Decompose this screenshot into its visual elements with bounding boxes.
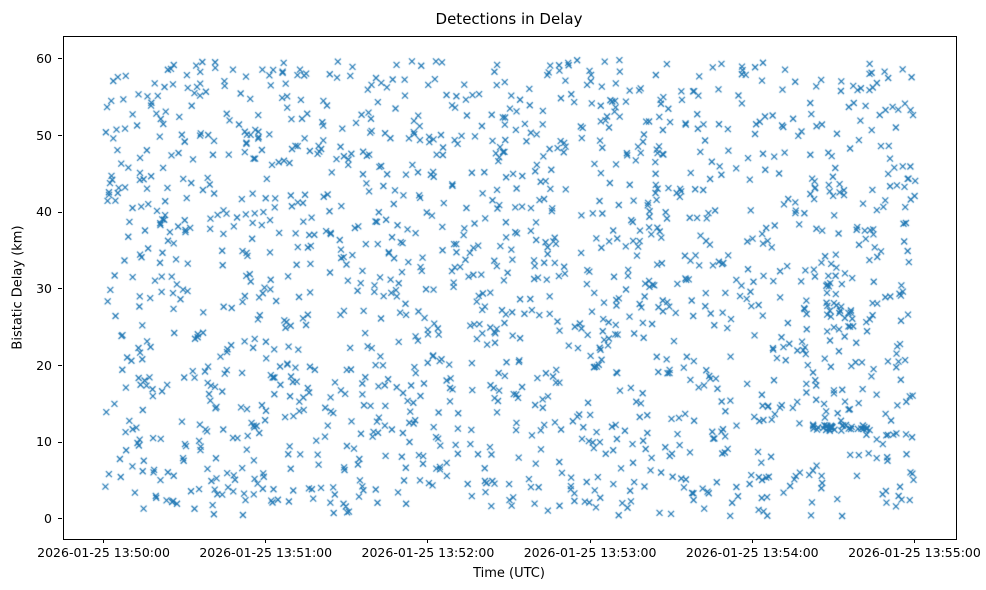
y-tick-mark <box>58 365 62 367</box>
x-tick-label: 2026-01-25 13:55:00 <box>848 545 981 560</box>
x-tick-label: 2026-01-25 13:52:00 <box>361 545 495 560</box>
x-tick-label: 2026-01-25 13:53:00 <box>523 545 657 560</box>
y-tick-mark <box>58 441 62 443</box>
y-tick-label: 30 <box>36 280 52 296</box>
y-tick-label: 0 <box>44 510 52 526</box>
x-tick-mark <box>427 539 429 543</box>
y-tick-label: 40 <box>36 204 52 220</box>
x-tick-label: 2026-01-25 13:51:00 <box>199 545 333 560</box>
chart-title: Detections in Delay <box>435 10 583 28</box>
x-tick-mark <box>751 539 753 543</box>
y-tick-mark <box>58 518 62 520</box>
y-tick-mark <box>58 135 62 137</box>
y-tick-mark <box>58 288 62 290</box>
scatter-canvas <box>64 37 956 539</box>
x-tick-mark <box>589 539 591 543</box>
y-tick-mark <box>58 58 62 60</box>
plot-area <box>63 36 957 540</box>
x-tick-label: 2026-01-25 13:50:00 <box>37 545 170 560</box>
y-tick-mark <box>58 211 62 213</box>
x-tick-mark <box>103 539 105 543</box>
y-axis-label: Bistatic Delay (km) <box>10 225 26 350</box>
y-tick-label: 50 <box>36 127 52 143</box>
y-tick-label: 10 <box>36 434 52 450</box>
x-tick-mark <box>913 539 915 543</box>
y-tick-label: 60 <box>36 50 52 66</box>
x-axis-label: Time (UTC) <box>473 566 545 581</box>
y-tick-label: 20 <box>36 357 52 373</box>
x-tick-mark <box>265 539 267 543</box>
x-tick-label: 2026-01-25 13:54:00 <box>685 545 819 560</box>
